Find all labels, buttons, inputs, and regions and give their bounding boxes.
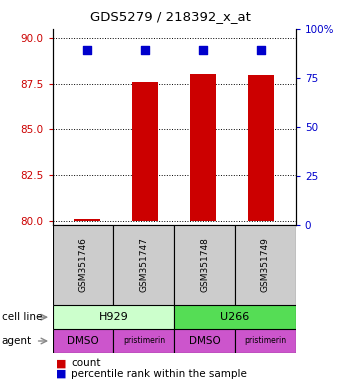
Point [258,47,264,53]
Bar [235,225,296,305]
Bar [132,82,158,221]
Bar [235,329,296,353]
Bar [174,305,296,329]
Text: U266: U266 [220,312,250,322]
Bar [53,329,114,353]
Point [142,47,148,53]
Text: GSM351746: GSM351746 [79,238,88,292]
Text: agent: agent [2,336,32,346]
Bar [53,305,174,329]
Text: percentile rank within the sample: percentile rank within the sample [71,369,247,379]
Text: GSM351747: GSM351747 [139,238,148,292]
Text: cell line: cell line [2,312,42,322]
Text: ■: ■ [56,369,67,379]
Text: DMSO: DMSO [67,336,99,346]
Text: GSM351748: GSM351748 [200,238,209,292]
Text: count: count [71,358,101,368]
Bar [190,74,216,221]
Text: GDS5279 / 218392_x_at: GDS5279 / 218392_x_at [89,10,251,23]
Point [201,47,206,53]
Bar [114,329,174,353]
Bar [74,219,100,221]
Text: ■: ■ [56,358,67,368]
Text: GSM351749: GSM351749 [261,238,270,292]
Bar [248,74,274,221]
Text: pristimerin: pristimerin [244,336,287,346]
Text: pristimerin: pristimerin [123,336,165,346]
Bar [114,225,174,305]
Bar [174,329,235,353]
Text: DMSO: DMSO [189,336,221,346]
Bar [174,225,235,305]
Bar [53,225,114,305]
Text: H929: H929 [99,312,129,322]
Point [85,47,90,53]
